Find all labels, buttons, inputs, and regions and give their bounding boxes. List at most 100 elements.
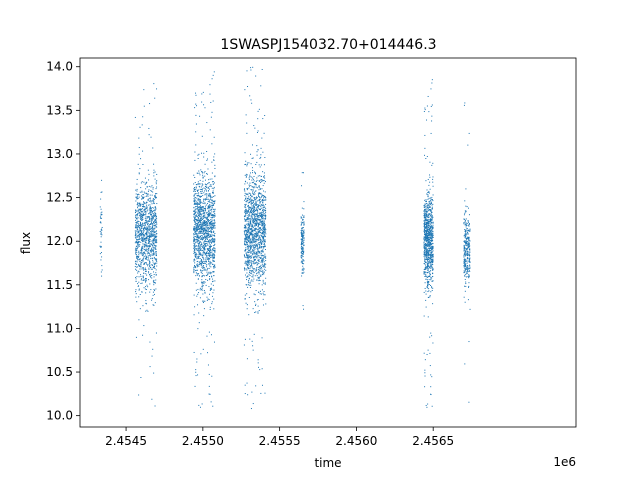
data-point — [145, 292, 147, 294]
data-point — [246, 304, 248, 306]
data-point — [148, 134, 150, 136]
data-point — [301, 223, 303, 225]
data-point — [424, 107, 426, 109]
data-point — [209, 244, 211, 246]
data-point — [135, 225, 137, 227]
data-point — [250, 234, 252, 236]
data-point — [427, 243, 429, 245]
data-point — [254, 127, 256, 129]
data-point — [206, 248, 208, 250]
data-point — [154, 263, 156, 265]
data-point — [430, 291, 432, 293]
data-point — [259, 192, 261, 194]
data-point — [259, 230, 261, 232]
data-point — [142, 236, 144, 238]
data-point — [143, 181, 145, 183]
data-point — [430, 270, 432, 272]
data-point — [206, 222, 208, 224]
data-point — [138, 153, 140, 155]
data-point — [200, 208, 202, 210]
data-point — [144, 277, 146, 279]
data-point — [245, 244, 247, 246]
data-point — [194, 193, 196, 195]
data-point — [135, 210, 137, 212]
data-point — [247, 218, 249, 220]
data-point — [151, 249, 153, 251]
data-point — [429, 221, 431, 223]
data-point — [424, 208, 426, 210]
data-point — [144, 224, 146, 226]
data-point — [431, 211, 433, 213]
data-point — [196, 229, 198, 231]
data-point — [211, 240, 213, 242]
data-point — [207, 158, 209, 160]
data-point — [145, 234, 147, 236]
data-point — [148, 234, 150, 236]
data-point — [145, 250, 147, 252]
data-point — [255, 198, 257, 200]
data-point — [249, 202, 250, 204]
data-point — [212, 405, 214, 407]
data-point — [151, 215, 153, 217]
data-point — [100, 252, 102, 254]
data-point — [201, 183, 203, 185]
data-point — [210, 252, 212, 254]
data-point — [142, 276, 144, 278]
data-point — [253, 191, 255, 193]
data-point — [198, 215, 200, 217]
data-point — [428, 213, 430, 215]
data-point — [200, 281, 202, 283]
data-point — [253, 236, 255, 238]
data-point — [428, 209, 430, 211]
data-point — [156, 173, 158, 175]
data-point — [149, 208, 151, 209]
data-point — [149, 274, 151, 276]
data-point — [209, 250, 211, 252]
data-point — [246, 197, 248, 199]
data-point — [136, 195, 138, 197]
data-point — [143, 228, 145, 230]
data-point — [256, 254, 258, 256]
data-point — [149, 234, 151, 236]
data-point — [255, 268, 257, 270]
data-point — [256, 246, 258, 248]
data-point — [432, 239, 434, 241]
data-point — [156, 260, 158, 262]
data-point — [257, 251, 259, 253]
data-point — [152, 242, 154, 244]
data-point — [255, 199, 257, 201]
data-point — [256, 200, 258, 202]
data-point — [207, 219, 209, 221]
data-point — [140, 226, 142, 228]
data-point — [426, 237, 428, 239]
data-point — [424, 215, 426, 217]
data-point — [427, 276, 429, 278]
data-point — [209, 214, 211, 216]
data-point — [303, 215, 305, 217]
data-point — [244, 229, 246, 231]
data-point — [150, 214, 152, 216]
data-point — [301, 254, 303, 256]
data-point — [252, 260, 254, 262]
data-point — [200, 232, 202, 234]
data-point — [428, 258, 430, 260]
data-point — [426, 193, 428, 195]
data-point — [431, 120, 433, 122]
data-point — [423, 254, 425, 256]
data-point — [251, 216, 253, 218]
data-point — [258, 273, 260, 275]
data-point — [261, 243, 263, 245]
data-point — [431, 226, 433, 228]
data-point — [431, 268, 433, 270]
data-point — [427, 260, 429, 262]
data-point — [264, 294, 266, 296]
data-point — [424, 226, 426, 228]
data-point — [259, 244, 261, 246]
data-point — [246, 182, 248, 184]
data-point — [198, 233, 200, 235]
data-point — [156, 258, 158, 260]
data-point — [206, 204, 208, 206]
data-point — [263, 259, 265, 261]
data-point — [257, 235, 259, 237]
data-point — [204, 300, 206, 302]
